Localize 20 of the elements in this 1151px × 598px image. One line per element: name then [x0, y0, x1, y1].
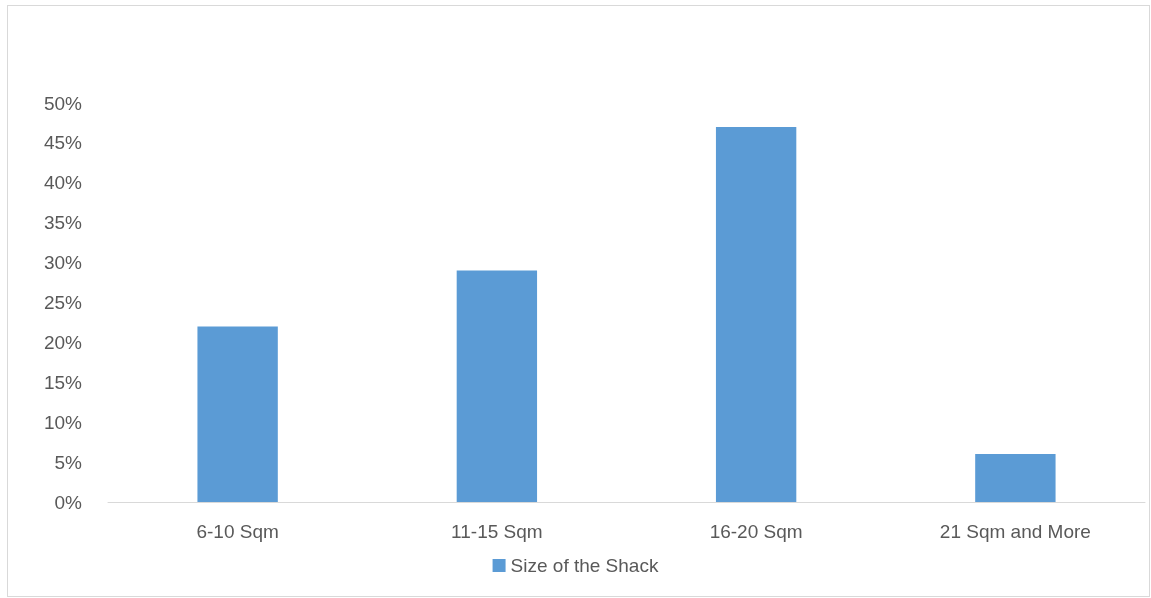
- y-tick-label: 35%: [43, 212, 83, 234]
- y-tick-label: 25%: [43, 292, 83, 313]
- y-tick-label: 40%: [43, 172, 83, 194]
- y-tick-label: 10%: [43, 411, 83, 433]
- x-tick-label: 11-15 Sqm: [451, 521, 543, 542]
- x-tick-label: 6-10 Sqm: [196, 521, 279, 542]
- x-tick-label: 16-20 Sqm: [709, 521, 803, 542]
- x-tick-label: 21 Sqm and More: [939, 521, 1091, 542]
- y-tick-label: 50%: [43, 92, 83, 114]
- y-tick-label: 15%: [43, 371, 83, 393]
- y-tick-label: 30%: [43, 252, 83, 274]
- bar: [456, 270, 538, 502]
- y-tick-label: 0%: [54, 491, 83, 513]
- bar: [975, 454, 1056, 502]
- bar: [715, 126, 797, 502]
- y-tick-label: 20%: [43, 331, 83, 353]
- y-tick-label: 45%: [43, 132, 83, 154]
- y-tick-label: 5%: [54, 451, 83, 473]
- legend-label: Size of the Shack: [510, 555, 659, 576]
- bar: [197, 326, 278, 502]
